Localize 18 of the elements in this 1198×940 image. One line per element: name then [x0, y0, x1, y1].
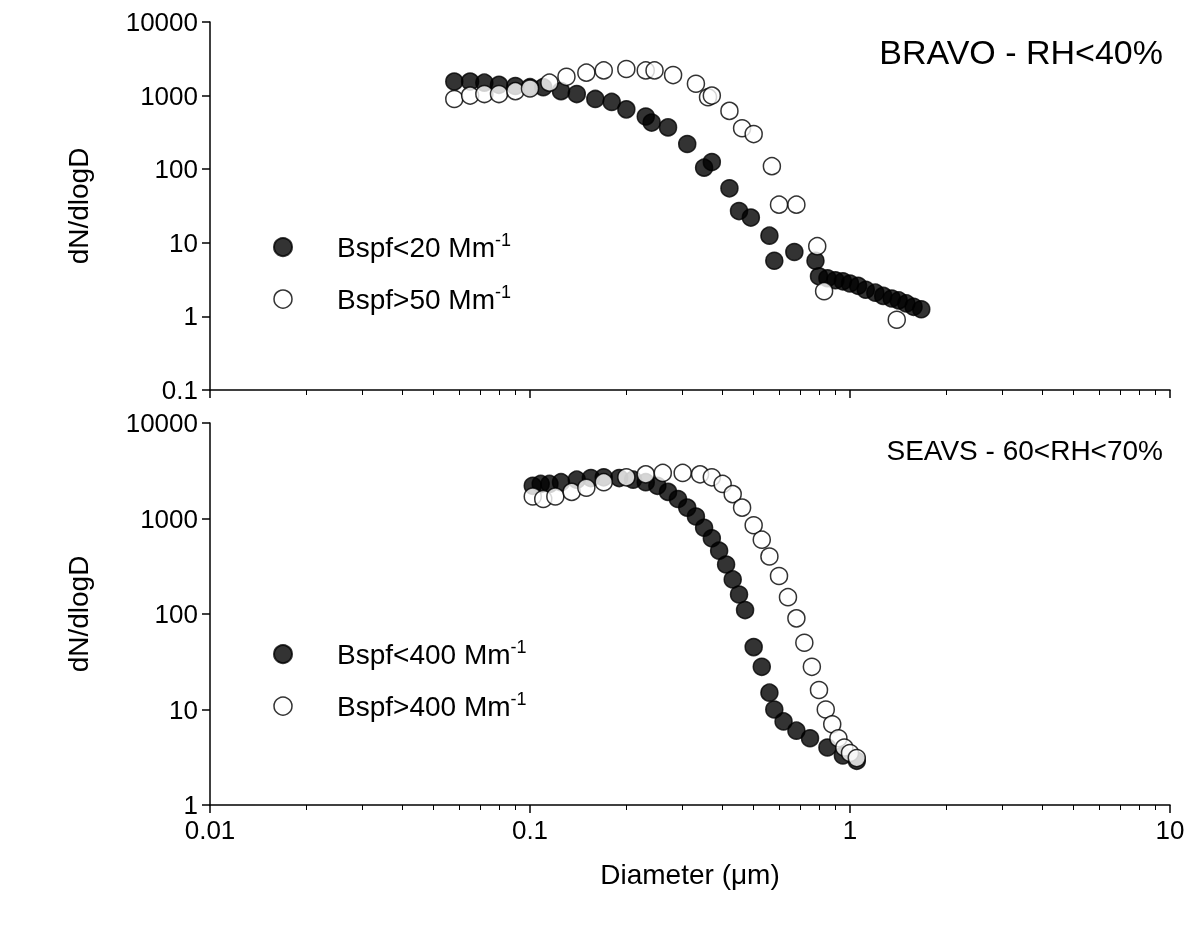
y-tick-label: 10 [169, 227, 198, 258]
y-axis-title: dN/dlogD [62, 147, 94, 265]
y-tick-label: 10000 [125, 7, 198, 37]
x-axis-title: Diameter (μm) [600, 858, 780, 890]
y-tick-label: 10000 [125, 408, 198, 438]
y-tick-label: 0.1 [161, 375, 198, 405]
y-tick-label: 100 [154, 599, 198, 629]
x-tick-label: 0.1 [511, 815, 549, 845]
y-tick-label: 100 [154, 154, 198, 185]
x-tick-label: 10 [1155, 815, 1185, 845]
y-tick-label: 1000 [140, 503, 198, 534]
x-tick-label: 1 [842, 815, 858, 845]
chart-title: BRAVO - RH<40% [879, 33, 1164, 71]
y-axis-title: dN/dlogD [62, 555, 94, 673]
y-tick-label: 1000 [140, 80, 198, 111]
y-tick-label: 10 [169, 694, 198, 725]
chart-title: SEAVS - 60<RH<70% [886, 434, 1163, 466]
y-tick-label: 1 [183, 301, 198, 332]
